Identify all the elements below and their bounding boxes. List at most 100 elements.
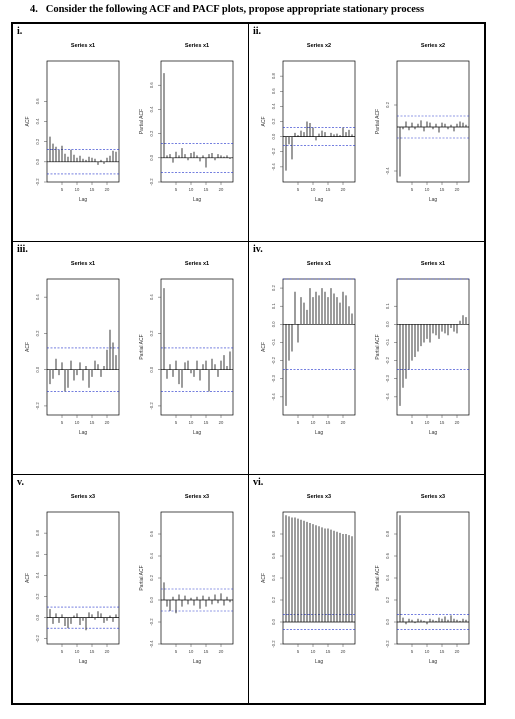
chart-title: Series x3 — [71, 494, 95, 500]
y-tick-label: 0.6 — [35, 98, 40, 104]
x-tick-label: 10 — [189, 420, 194, 425]
x-axis-label: Lag — [79, 659, 88, 665]
y-tick-label: 0.0 — [271, 618, 276, 624]
panel-label: i. — [17, 26, 23, 37]
chart: Series x1 -0.2 0.0 0.2 0.4 5 10 15 20 Lag ACF — [25, 261, 120, 436]
y-tick-label: 0.0 — [271, 133, 276, 139]
y-tick-label: -0.2 — [149, 618, 154, 626]
y-tick-label: -0.2 — [385, 640, 390, 648]
y-tick-label: 0.4 — [271, 574, 276, 580]
chart-title: Series x1 — [71, 261, 95, 267]
x-tick-label: 15 — [204, 649, 209, 654]
y-tick-label: 0.6 — [149, 82, 154, 88]
panel-charts-iii: Series x1-0.20.00.20.45 10 15 20LagACFSerie… — [25, 261, 234, 436]
y-tick-label: 0.0 — [385, 618, 390, 624]
y-tick-label: -0.2 — [385, 356, 390, 364]
y-tick-label: -0.2 — [271, 147, 276, 155]
chart: Series x3 -0.4 -0.2 0.0 0.2 0.4 0.6 5 10 15 20 Lag P… — [139, 494, 234, 665]
y-tick-label: 0.4 — [385, 574, 390, 580]
plot-frame — [396, 278, 470, 416]
x-tick-label: 5 — [411, 187, 414, 192]
y-tick-label: -0.4 — [271, 393, 276, 401]
x-tick-label: 15 — [440, 420, 445, 425]
chart-title: Series x2 — [307, 43, 331, 49]
chart: Series x2 -0.4 0.2 5 10 15 20 Lag Partial ACF — [375, 43, 470, 203]
panel-ii: ii. Series x2 -0.4 -0.2 0.0 0.2 0.4 0.6 0.8 5 10 1… — [248, 23, 485, 242]
chart: Series x1 -0.4 -0.3 -0.2 -0.1 0.0 0.1 0.2 5 10 15 2… — [261, 261, 356, 436]
x-tick-label: 15 — [90, 649, 95, 654]
y-tick-label: -0.2 — [35, 402, 40, 410]
y-tick-label: 0.2 — [35, 330, 40, 336]
y-axis-label: Partial ACF — [375, 565, 381, 590]
x-tick-label: 20 — [219, 649, 224, 654]
plot-frame — [46, 278, 120, 416]
chart: Series x1 -0.4 -0.3 -0.2 -0.1 0.0 0.1 5 10 15 20 La… — [375, 261, 470, 436]
x-tick-label: 10 — [425, 187, 430, 192]
y-axis-label: ACF — [25, 342, 31, 352]
y-axis-label: Partial ACF — [375, 334, 381, 359]
chart: Series x2 -0.4 -0.2 0.0 0.2 0.4 0.6 0.8 5 10 15 20 L… — [261, 43, 356, 203]
y-tick-label: 0.4 — [35, 118, 40, 124]
x-axis-label: Lag — [315, 197, 324, 203]
x-tick-label: 5 — [175, 420, 178, 425]
x-axis-label: Lag — [429, 197, 438, 203]
y-tick-label: 0.0 — [149, 596, 154, 602]
y-tick-label: 0.8 — [271, 530, 276, 536]
x-tick-label: 20 — [341, 420, 346, 425]
panel-label: vi. — [253, 477, 264, 488]
y-tick-label: 0.0 — [35, 366, 40, 372]
acf-pacf-table: i. Series x1 -0.2 0.0 0.2 0.4 0.6 5 10 15 20 Lag AC… — [11, 22, 486, 705]
panel-label: iii. — [17, 244, 28, 255]
plot-frame — [396, 511, 470, 645]
chart-title: Series x1 — [185, 43, 209, 49]
x-tick-label: 15 — [204, 187, 209, 192]
y-axis-label: ACF — [261, 573, 267, 583]
panel-v: v. Series x3 -0.2 0.0 0.2 0.4 0.6 0.8 5 10 15 20 La… — [12, 474, 249, 704]
x-axis-label: Lag — [429, 659, 438, 665]
x-tick-label: 15 — [90, 420, 95, 425]
x-axis-label: Lag — [193, 659, 202, 665]
y-tick-label: 0.8 — [385, 530, 390, 536]
chart-title: Series x1 — [307, 261, 331, 267]
y-tick-label: -0.4 — [149, 640, 154, 648]
y-tick-label: 0.2 — [35, 593, 40, 599]
chart-title: Series x2 — [421, 43, 445, 49]
plot-frame — [160, 511, 234, 645]
x-tick-label: 10 — [75, 187, 80, 192]
y-tick-label: 0.6 — [35, 551, 40, 557]
y-tick-label: -0.2 — [271, 356, 276, 364]
x-tick-label: 20 — [341, 649, 346, 654]
x-tick-label: 20 — [219, 187, 224, 192]
plot-frame — [396, 60, 470, 183]
y-tick-label: 0.4 — [35, 294, 40, 300]
y-axis-label: Partial ACF — [139, 109, 145, 134]
y-tick-label: 0.1 — [271, 303, 276, 309]
x-tick-label: 20 — [341, 187, 346, 192]
chart: Series x3 -0.2 0.0 0.2 0.4 0.6 0.8 5 10 15 20 Lag Pa… — [375, 494, 470, 665]
y-tick-label: -0.3 — [385, 374, 390, 382]
y-tick-label: 0.2 — [35, 138, 40, 144]
x-tick-label: 15 — [326, 187, 331, 192]
y-tick-label: -0.2 — [149, 402, 154, 410]
x-tick-label: 15 — [440, 649, 445, 654]
y-tick-label: 0.0 — [35, 158, 40, 164]
plot-frame — [46, 511, 120, 645]
x-tick-label: 15 — [326, 649, 331, 654]
y-tick-label: 0.4 — [149, 106, 154, 112]
chart-title: Series x3 — [307, 494, 331, 500]
y-tick-label: 0.1 — [385, 303, 390, 309]
panel-charts-v: Series x3 -0.2 0.0 0.2 0.4 0.6 0.8 5 10 15 20 Lag AC… — [25, 494, 234, 665]
chart: Series x3 -0.2 0.0 0.2 0.4 0.6 0.8 5 10 15 20 Lag AC… — [261, 494, 356, 665]
panel-i: i. Series x1 -0.2 0.0 0.2 0.4 0.6 5 10 15 20 Lag AC… — [12, 23, 249, 242]
x-tick-label: 10 — [75, 420, 80, 425]
x-axis-label: Lag — [315, 430, 324, 436]
y-tick-label: 0.6 — [149, 530, 154, 536]
x-tick-label: 5 — [61, 420, 64, 425]
x-tick-label: 20 — [105, 649, 110, 654]
panel-label: v. — [17, 477, 24, 488]
chart-title: Series x1 — [71, 43, 95, 49]
question-number: 4. — [30, 4, 38, 15]
y-tick-label: 0.4 — [149, 294, 154, 300]
y-tick-label: 0.6 — [385, 552, 390, 558]
x-tick-label: 5 — [61, 187, 64, 192]
